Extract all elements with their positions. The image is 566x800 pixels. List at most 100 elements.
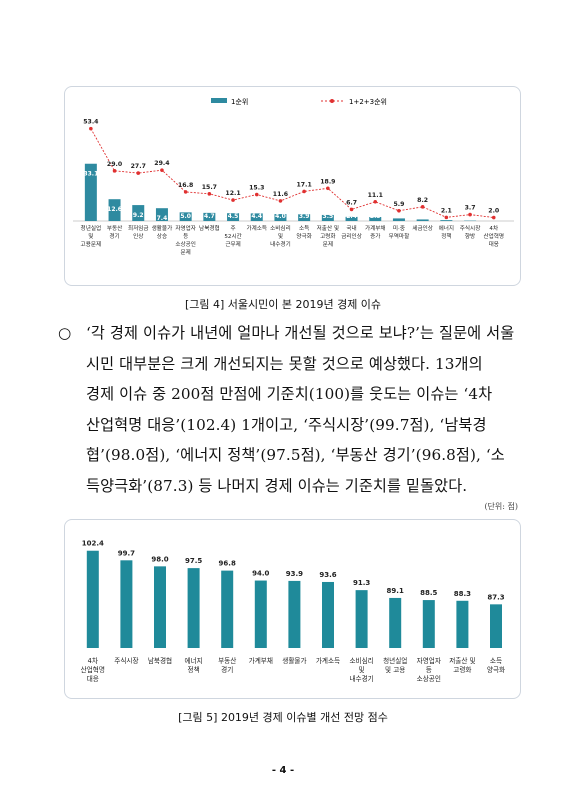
bar [345,216,358,221]
line-value-label: 15.7 [202,184,217,191]
bar [288,580,301,648]
category-label: 남북경협 [148,656,172,665]
category-label: 생활물가 [152,224,173,232]
bar-value-label: 4.7 [204,213,215,220]
bar [132,205,145,221]
bar [154,566,166,648]
bar-value-label: 5.0 [180,213,191,220]
line-value-label: 5.9 [393,201,404,208]
bar [490,604,502,648]
paragraph-line: 시민 대부분은 크게 개선되지는 못할 것으로 예상했다. 13개의 [86,354,483,373]
bar-value-label: 0.9 [417,213,428,220]
category-label: 저출산 및 [449,656,475,665]
line-value-label: 8.2 [417,197,428,204]
bar [227,213,240,221]
category-label: 자영업자 [417,656,441,665]
legend-label: 1순위 [231,98,248,106]
bar [392,218,405,221]
category-label: 내수경기 [270,240,291,248]
legend-label: 1+2+3순위 [349,98,387,106]
bar [298,214,311,221]
bar-value-label: 89.1 [387,587,404,595]
category-label: 4차 [489,224,498,232]
body-paragraph: ○ ‘각 경제 이슈가 내년에 얼마나 개선될 것으로 보냐?’는 질문에 서울… [58,318,520,501]
bar-value-label: 3.5 [323,213,334,220]
bullet-icon: ○ [58,324,72,342]
bar-value-label: 9.2 [133,212,144,219]
line-point [468,212,472,217]
line-point [373,199,378,204]
line-value-label: 18.9 [320,178,335,185]
bar [108,199,121,221]
bar-value-label: 0.2 [465,213,476,220]
bar [179,212,192,221]
bar-value-label: 3.9 [299,213,310,220]
category-label: 대응 [87,675,99,683]
category-label: 남북경협 [199,224,220,232]
category-label: 청년실업 [383,656,407,665]
category-label: 국내 [346,224,356,232]
category-label: 및 [359,666,365,674]
line-point [349,207,354,212]
category-label: 및 고용 [385,666,405,674]
bar-value-label: 98.0 [151,555,168,563]
category-label: 고령화 [320,232,335,240]
category-label: 부동산 [107,224,122,232]
line-point [183,190,188,194]
line-point [397,208,401,213]
line-value-label: 11.6 [273,191,288,198]
category-label: 52시간 [224,232,241,240]
line-point [302,189,306,194]
bar-value-label: 97.5 [185,557,202,565]
category-label: 대응 [489,240,499,248]
category-label: 정책 [188,665,200,674]
bar-value-label: 91.3 [353,579,370,587]
category-label: 고용문제 [81,240,102,248]
line-point [136,171,141,175]
bar [274,214,287,221]
category-label: 가계소득 [316,656,340,665]
legend-swatch-bar [211,98,227,103]
category-label: 및 [278,233,283,240]
line-point [278,199,283,203]
line-point [326,186,330,191]
bar [221,570,234,648]
category-label: 무역마찰 [389,232,410,240]
category-label: 소비심리 [349,656,373,665]
category-label: 등 [426,666,432,674]
category-label: 에너지 [184,656,202,665]
line-value-label: 17.1 [297,181,312,188]
bar [422,600,435,648]
bar [254,580,267,648]
category-label: 문제 [181,248,191,256]
category-label: 주식시장 [114,656,138,665]
category-label: 향방 [465,232,475,240]
category-label: 정책 [441,232,451,240]
line-value-label: 16.8 [178,182,193,189]
bar [120,560,133,648]
line-point [160,168,164,172]
bar-value-label: 94.0 [252,570,269,578]
paragraph-line: 경제 이슈 중 200점 만점에 기준치(100)를 웃도는 이슈는 ‘4차 [86,385,493,403]
category-label: 미·중 [393,224,405,232]
category-label: 및 [88,233,93,240]
category-label: 소비심리 [270,224,291,232]
line-point [231,198,235,202]
line-value-label: 3.7 [465,205,476,212]
category-label: 소득 [299,225,309,232]
category-label: 세금인상 [412,224,433,232]
category-label: 양극화 [487,666,505,674]
bar [203,212,216,221]
bar [369,217,382,221]
category-label: 문제 [323,240,333,248]
bar-value-label: 7.4 [157,215,168,222]
paragraph-line: ‘각 경제 이슈가 내년에 얼마나 개선될 것으로 보냐?’는 질문에 서울 [86,324,515,342]
line-value-label: 2.0 [488,208,500,215]
category-label: 소상공인 [175,240,196,248]
bar [322,581,334,648]
figure4-chart: 1순위 1+2+3순위 33.1 청년실업 및 고용문제 12.6 부동산 경기 9.2 최저임금 인… [64,86,521,286]
bar-value-label: 4.5 [228,213,239,220]
bar-value-label: 12.6 [107,206,122,213]
line-value-label: 15.3 [249,185,264,192]
